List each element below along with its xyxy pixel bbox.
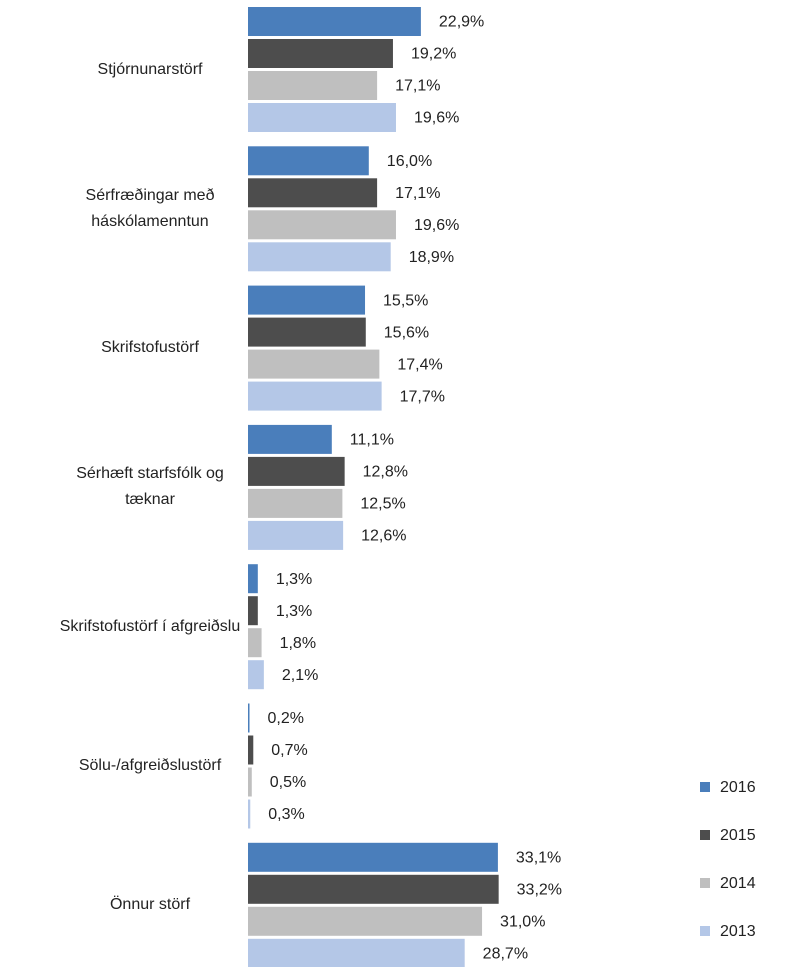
value-label: 0,7% <box>271 742 307 759</box>
value-label: 0,5% <box>270 774 306 791</box>
value-label: 17,1% <box>395 185 440 202</box>
bar <box>248 242 391 272</box>
value-label: 17,1% <box>395 78 440 95</box>
bar <box>248 178 378 208</box>
value-label: 33,1% <box>516 850 561 867</box>
value-label: 19,2% <box>411 46 456 63</box>
category-label: Sérhæft starfsfólk og tæknar <box>76 465 224 509</box>
bar <box>248 735 254 765</box>
bar <box>248 71 378 100</box>
value-label: 12,6% <box>361 528 406 545</box>
bar <box>248 842 498 872</box>
value-label: 1,3% <box>276 571 312 588</box>
category-label: Stjórnunarstörf <box>97 60 203 78</box>
bar <box>248 660 264 690</box>
value-label: 12,8% <box>363 464 408 481</box>
category-label: Sölu-/afgreiðslustörf <box>78 757 222 774</box>
legend-swatch <box>700 830 710 840</box>
value-label: 0,2% <box>268 710 304 727</box>
bar <box>248 381 382 411</box>
bar <box>248 628 262 658</box>
legend-label: 2015 <box>720 827 756 844</box>
bar <box>248 767 252 797</box>
value-label: 0,3% <box>268 806 304 823</box>
value-label: 11,1% <box>350 432 394 449</box>
category-label: Skrifstofustörf <box>101 339 199 357</box>
bar <box>248 39 393 68</box>
legend-label: 2014 <box>720 875 756 892</box>
value-label: 28,7% <box>483 946 528 963</box>
bar <box>248 146 369 176</box>
value-label: 19,6% <box>414 110 459 127</box>
bar <box>248 906 483 936</box>
value-label: 16,0% <box>387 153 432 170</box>
bar <box>248 317 366 347</box>
value-label: 33,2% <box>517 882 562 899</box>
bar <box>248 456 345 486</box>
value-label: 15,5% <box>383 292 428 309</box>
bar <box>248 424 332 454</box>
category-label: Önnur störf <box>109 896 191 914</box>
bar <box>248 210 396 240</box>
value-label: 18,9% <box>409 249 454 266</box>
bar <box>248 799 251 829</box>
bar <box>248 938 465 967</box>
bar <box>248 488 343 518</box>
value-label: 22,9% <box>439 14 484 31</box>
legend-swatch <box>700 782 710 792</box>
bar <box>248 596 258 626</box>
value-label: 2,1% <box>282 667 318 684</box>
bar <box>248 703 250 733</box>
value-label: 17,4% <box>397 356 442 373</box>
legend-swatch <box>700 926 710 936</box>
value-label: 17,7% <box>400 388 445 405</box>
value-label: 31,0% <box>500 914 545 931</box>
value-label: 12,5% <box>360 496 405 513</box>
legend-label: 2013 <box>720 923 756 940</box>
category-label: Sérfræðingar með háskólamenntun <box>85 186 215 230</box>
legend-label: 2016 <box>720 779 756 796</box>
value-label: 19,6% <box>414 217 459 234</box>
legend-swatch <box>700 878 710 888</box>
bar <box>248 349 380 379</box>
bar <box>248 285 366 315</box>
value-label: 15,6% <box>384 324 429 341</box>
bar <box>248 103 396 132</box>
value-label: 1,8% <box>280 635 316 652</box>
bar <box>248 874 499 904</box>
bar <box>248 564 258 594</box>
value-label: 1,3% <box>276 603 312 620</box>
bar <box>248 520 344 550</box>
category-label: Skrifstofustörf í afgreiðslu <box>59 617 241 635</box>
bar <box>248 7 421 36</box>
